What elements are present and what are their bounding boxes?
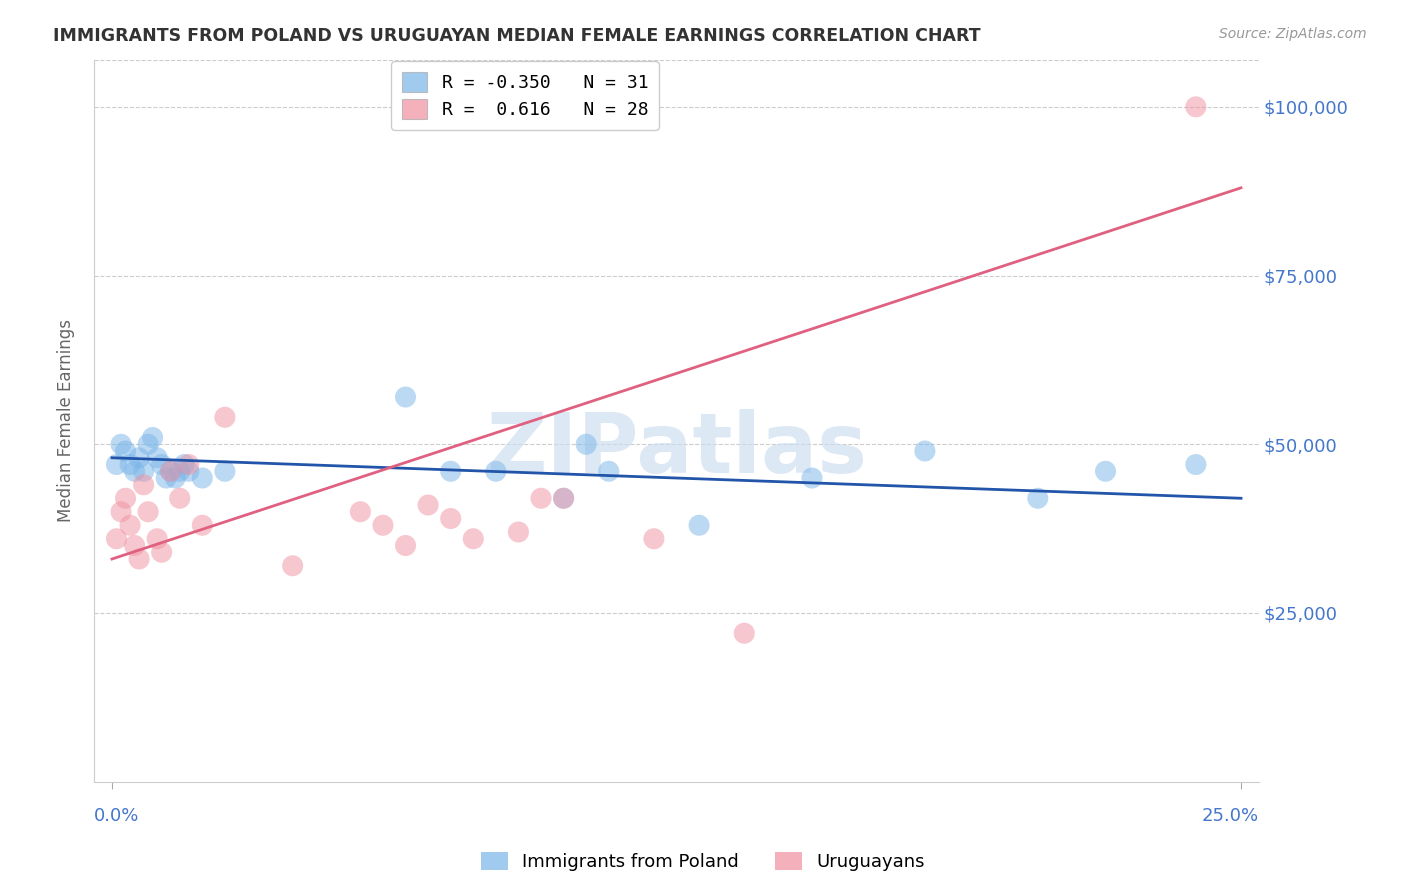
Immigrants from Poland — [110, 437, 132, 451]
Uruguayans — [349, 505, 371, 519]
Uruguayans — [1185, 100, 1208, 114]
Immigrants from Poland — [159, 464, 181, 478]
Immigrants from Poland — [394, 390, 416, 404]
Uruguayans — [553, 491, 575, 506]
Immigrants from Poland — [485, 464, 508, 478]
Uruguayans — [440, 511, 463, 525]
Immigrants from Poland — [150, 458, 173, 472]
Immigrants from Poland — [1094, 464, 1116, 478]
Uruguayans — [159, 464, 181, 478]
Uruguayans — [191, 518, 214, 533]
Uruguayans — [177, 458, 200, 472]
Immigrants from Poland — [169, 464, 191, 478]
Uruguayans — [150, 545, 173, 559]
Uruguayans — [114, 491, 136, 506]
Uruguayans — [463, 532, 485, 546]
Uruguayans — [120, 518, 142, 533]
Immigrants from Poland — [124, 464, 146, 478]
Immigrants from Poland — [120, 458, 142, 472]
Immigrants from Poland — [1026, 491, 1049, 506]
Immigrants from Poland — [132, 464, 155, 478]
Uruguayans — [105, 532, 128, 546]
Text: ZIPatlas: ZIPatlas — [486, 409, 868, 490]
Uruguayans — [146, 532, 169, 546]
Uruguayans — [136, 505, 159, 519]
Text: 0.0%: 0.0% — [94, 807, 139, 825]
Uruguayans — [214, 410, 236, 425]
Immigrants from Poland — [191, 471, 214, 485]
Immigrants from Poland — [105, 458, 128, 472]
Immigrants from Poland — [128, 450, 150, 465]
Immigrants from Poland — [553, 491, 575, 506]
Y-axis label: Median Female Earnings: Median Female Earnings — [58, 319, 75, 522]
Immigrants from Poland — [142, 430, 165, 444]
Legend: Immigrants from Poland, Uruguayans: Immigrants from Poland, Uruguayans — [474, 845, 932, 879]
Immigrants from Poland — [114, 444, 136, 458]
Immigrants from Poland — [440, 464, 463, 478]
Uruguayans — [132, 477, 155, 491]
Uruguayans — [110, 505, 132, 519]
Uruguayans — [169, 491, 191, 506]
Uruguayans — [394, 539, 416, 553]
Legend: R = -0.350   N = 31, R =  0.616   N = 28: R = -0.350 N = 31, R = 0.616 N = 28 — [391, 62, 659, 130]
Immigrants from Poland — [173, 458, 195, 472]
Immigrants from Poland — [136, 437, 159, 451]
Uruguayans — [128, 552, 150, 566]
Uruguayans — [416, 498, 439, 512]
Immigrants from Poland — [688, 518, 710, 533]
Uruguayans — [508, 524, 530, 539]
Text: 25.0%: 25.0% — [1202, 807, 1260, 825]
Immigrants from Poland — [146, 450, 169, 465]
Uruguayans — [733, 626, 755, 640]
Immigrants from Poland — [801, 471, 824, 485]
Immigrants from Poland — [598, 464, 620, 478]
Immigrants from Poland — [914, 444, 936, 458]
Uruguayans — [643, 532, 665, 546]
Uruguayans — [371, 518, 394, 533]
Immigrants from Poland — [1185, 458, 1208, 472]
Immigrants from Poland — [214, 464, 236, 478]
Uruguayans — [124, 539, 146, 553]
Text: Source: ZipAtlas.com: Source: ZipAtlas.com — [1219, 27, 1367, 41]
Immigrants from Poland — [155, 471, 177, 485]
Uruguayans — [281, 558, 304, 573]
Uruguayans — [530, 491, 553, 506]
Immigrants from Poland — [165, 471, 187, 485]
Immigrants from Poland — [177, 464, 200, 478]
Text: IMMIGRANTS FROM POLAND VS URUGUAYAN MEDIAN FEMALE EARNINGS CORRELATION CHART: IMMIGRANTS FROM POLAND VS URUGUAYAN MEDI… — [53, 27, 981, 45]
Immigrants from Poland — [575, 437, 598, 451]
